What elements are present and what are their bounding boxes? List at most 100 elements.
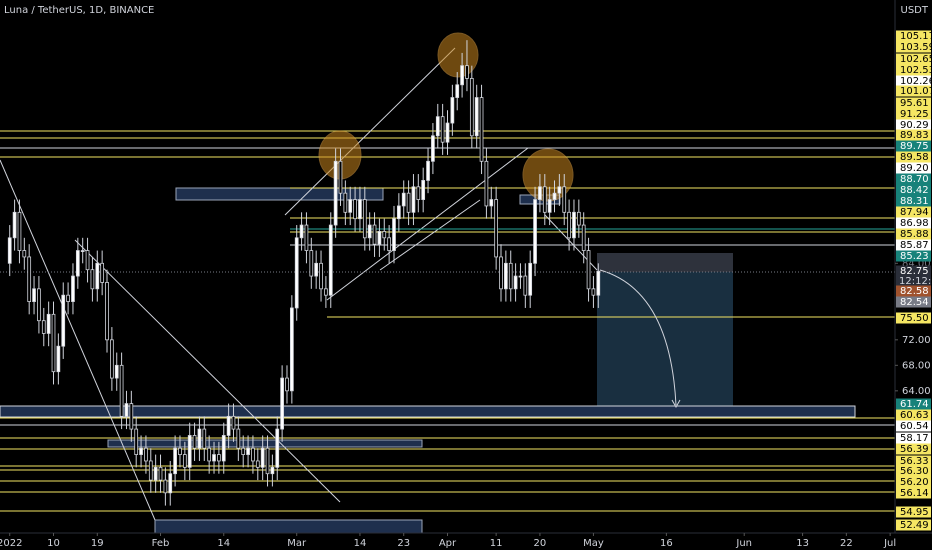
candle-body: [523, 275, 528, 296]
candle-body: [489, 199, 494, 207]
chart-title: Luna / TetherUS, 1D, BINANCE: [4, 5, 154, 16]
candle-body: [299, 224, 304, 239]
price-label: 56.39: [900, 444, 929, 455]
candle-body: [406, 192, 411, 213]
price-label: 87.94: [900, 207, 929, 218]
x-tick-label: 13: [796, 538, 809, 549]
price-label: 86.98: [900, 218, 929, 229]
candle-body: [22, 250, 27, 258]
candle-body: [105, 282, 109, 341]
candle-body: [221, 435, 226, 462]
price-label: 85.23: [900, 251, 929, 262]
price-label-bg: [896, 409, 931, 421]
candle-body: [173, 447, 177, 475]
candle-body: [581, 224, 586, 251]
candle-body: [251, 447, 255, 462]
candle-body: [212, 454, 216, 462]
price-label: 101.07: [900, 86, 932, 97]
candle-body: [440, 116, 445, 143]
countdown-bg: [896, 275, 931, 287]
candle-body: [148, 460, 153, 481]
candle-body: [51, 313, 56, 373]
candle-body: [591, 288, 596, 296]
candle-body: [163, 479, 168, 494]
currency: USDT: [901, 5, 929, 16]
price-label: 60.63: [900, 410, 929, 421]
price-label-bg: [896, 162, 931, 174]
price-label-bg: [896, 465, 931, 477]
candle-body: [80, 250, 85, 252]
white-lines: [0, 47, 895, 521]
candle-body: [182, 454, 187, 468]
price-label-bg: [896, 250, 931, 262]
price-label: 85.87: [900, 240, 929, 251]
candle-body: [144, 447, 148, 462]
price-label-bg: [896, 195, 931, 207]
x-tick-label: Mar: [287, 538, 307, 549]
candle-body: [557, 186, 562, 194]
price-label: 88.42: [900, 185, 929, 196]
price-label: 105.17: [900, 31, 932, 42]
candle-body: [542, 186, 547, 213]
candle-body: [328, 224, 333, 296]
countdown: 12:12:24: [899, 276, 932, 287]
zone-box: [154, 519, 423, 534]
candle-body: [460, 65, 464, 86]
candle-body: [586, 250, 591, 290]
candle-body: [66, 294, 70, 302]
price-label-bg: [896, 265, 931, 277]
candle-body: [71, 275, 75, 302]
candle-body: [119, 364, 124, 417]
y-tick-label: 72.00: [902, 335, 931, 346]
price-label-bg: [896, 151, 931, 163]
price-label: 102.65: [900, 54, 932, 65]
candle-body: [377, 231, 382, 245]
candle-body: [567, 211, 571, 239]
candle-body: [289, 307, 294, 392]
candle-body: [338, 160, 343, 194]
price-label: 82.58: [900, 286, 929, 297]
candle-body: [270, 466, 275, 475]
price-label: 89.75: [900, 141, 929, 152]
x-tick-label: 22: [840, 538, 853, 549]
candle-body: [445, 122, 450, 143]
candle-body: [513, 275, 518, 290]
candle-body: [285, 377, 289, 392]
candle-body: [41, 320, 46, 334]
candle-body: [12, 211, 17, 239]
price-label-bg: [896, 53, 931, 65]
price-label: 88.31: [900, 196, 929, 207]
price-label: 56.20: [900, 477, 929, 488]
price-label-bg: [896, 140, 931, 152]
price-label: 75.50: [900, 313, 929, 324]
x-tick-label: 14: [354, 538, 367, 549]
candle-body: [61, 294, 66, 347]
stop-zone: [597, 253, 733, 272]
candle-body: [134, 428, 139, 455]
candle-body: [572, 211, 576, 239]
candle-body: [236, 428, 241, 449]
candle-body: [426, 160, 430, 181]
candle-body: [90, 269, 95, 290]
candle-body: [411, 186, 416, 213]
x-tick-label: 10: [47, 538, 60, 549]
candle-body: [110, 339, 114, 379]
y-tick-label: 84.00: [902, 258, 931, 269]
candle-body: [129, 403, 134, 430]
candle-body: [314, 262, 319, 277]
price-label: 102.26: [900, 76, 932, 87]
candle-body: [474, 97, 479, 137]
candle-body: [416, 186, 421, 200]
price-label-bg: [896, 285, 931, 297]
price-label-bg: [896, 206, 931, 218]
candle-body: [450, 97, 455, 124]
trend-line: [326, 147, 529, 301]
price-label-bg: [896, 64, 931, 76]
price-label-bg: [896, 41, 931, 53]
price-label-bg: [896, 398, 931, 410]
candle-body: [367, 224, 372, 239]
price-label-bg: [896, 228, 931, 240]
x-tick-label: Jun: [735, 538, 752, 549]
price-label-bg: [896, 85, 931, 97]
